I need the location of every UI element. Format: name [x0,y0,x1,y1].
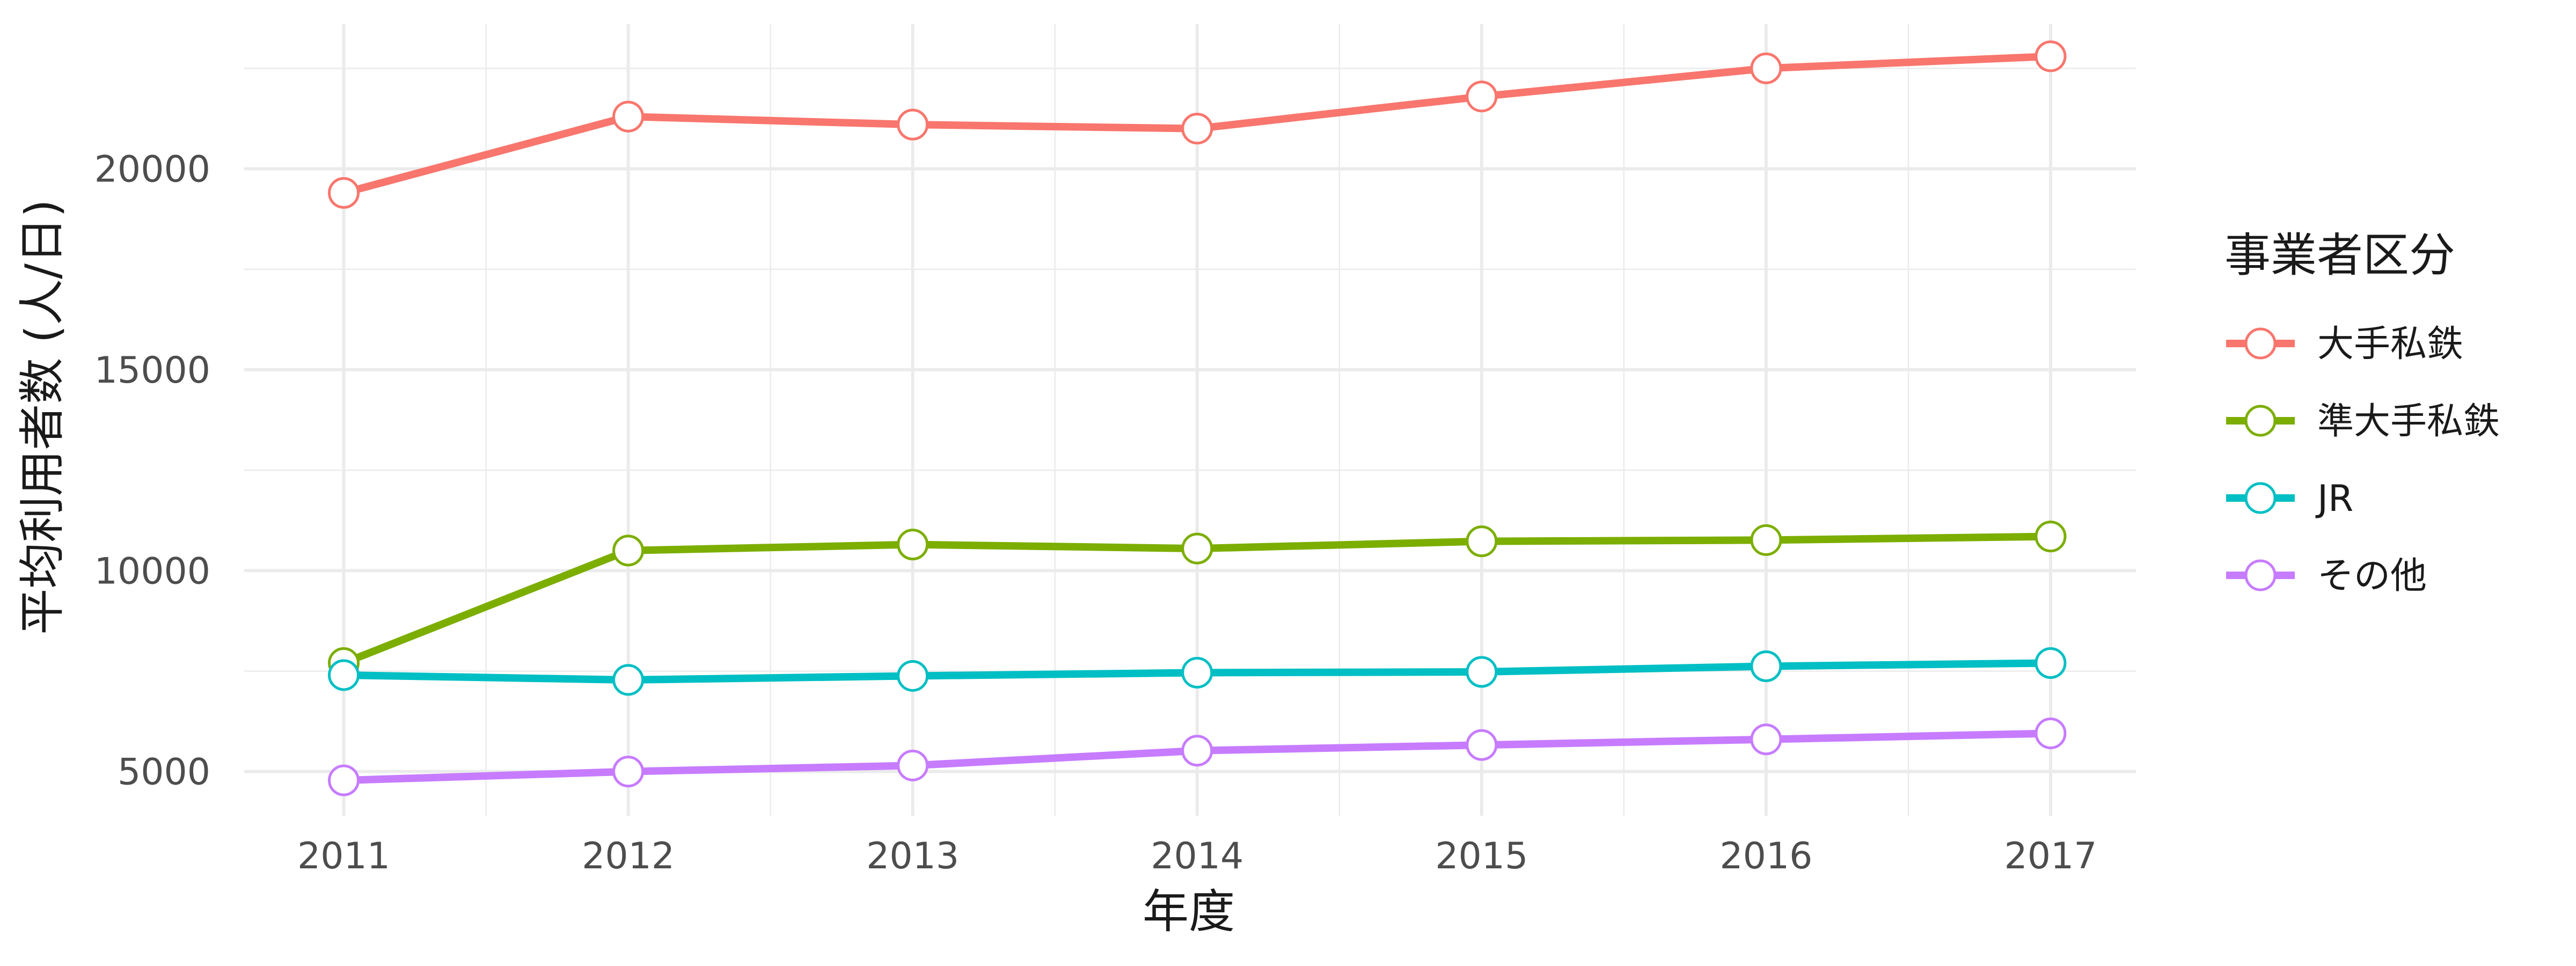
legend-item: 大手私鉄 [2226,323,2463,365]
x-axis-ticks: 2011 2012 2013 2014 2015 2016 2017 [297,835,2097,877]
data-point [1466,656,1498,688]
data-point [1466,729,1498,761]
legend-label: JR [2315,478,2353,520]
series-points [328,40,2067,796]
x-tick-label: 2016 [1719,835,1812,877]
x-tick-label: 2011 [297,835,390,877]
legend-key-point [2244,559,2277,591]
legend-item: JR [2226,478,2353,520]
data-point [612,756,645,788]
legend-item: その他 [2226,555,2427,597]
y-tick-label: 20000 [94,149,210,191]
y-axis-ticks: 5000 10000 15000 20000 [94,149,210,794]
legend-item: 準大手私鉄 [2226,400,2500,443]
data-point [1750,650,1782,682]
legend-label: 大手私鉄 [2317,323,2463,365]
data-point [2035,647,2067,679]
x-tick-label: 2015 [1435,835,1528,877]
data-point [1750,52,1782,84]
data-point [897,108,929,141]
y-tick-label: 15000 [94,349,210,392]
data-point [612,100,645,133]
x-axis-title: 年度 [1143,885,1235,939]
data-point [612,664,645,696]
data-point [328,764,360,796]
data-point [1181,532,1213,565]
data-point [328,177,360,209]
data-point [612,535,645,567]
data-point [1750,524,1782,556]
legend-label: その他 [2317,555,2427,597]
data-point [2035,40,2067,72]
data-point [897,749,929,781]
y-axis-title: 平均利用者数 (人/日) [16,199,69,634]
legend-title: 事業者区分 [2224,229,2455,282]
y-tick-label: 10000 [94,550,210,592]
data-point [1466,525,1498,558]
legend-key-point [2244,327,2277,360]
data-point [897,660,929,692]
legend-label: 準大手私鉄 [2317,400,2500,443]
x-tick-label: 2012 [582,835,675,877]
data-point [1181,656,1213,689]
data-point [1466,80,1498,113]
legend-key-point [2244,482,2277,514]
data-point [328,659,360,691]
data-point [1750,723,1782,756]
legend-key-point [2244,405,2277,437]
x-tick-label: 2013 [866,835,959,877]
data-point [897,529,929,561]
data-point [2035,521,2067,553]
x-tick-label: 2017 [2004,835,2097,877]
data-point [2035,718,2067,750]
y-tick-label: 5000 [118,751,210,794]
data-point [1181,113,1213,145]
x-tick-label: 2014 [1151,835,1243,877]
data-point [1181,735,1213,767]
